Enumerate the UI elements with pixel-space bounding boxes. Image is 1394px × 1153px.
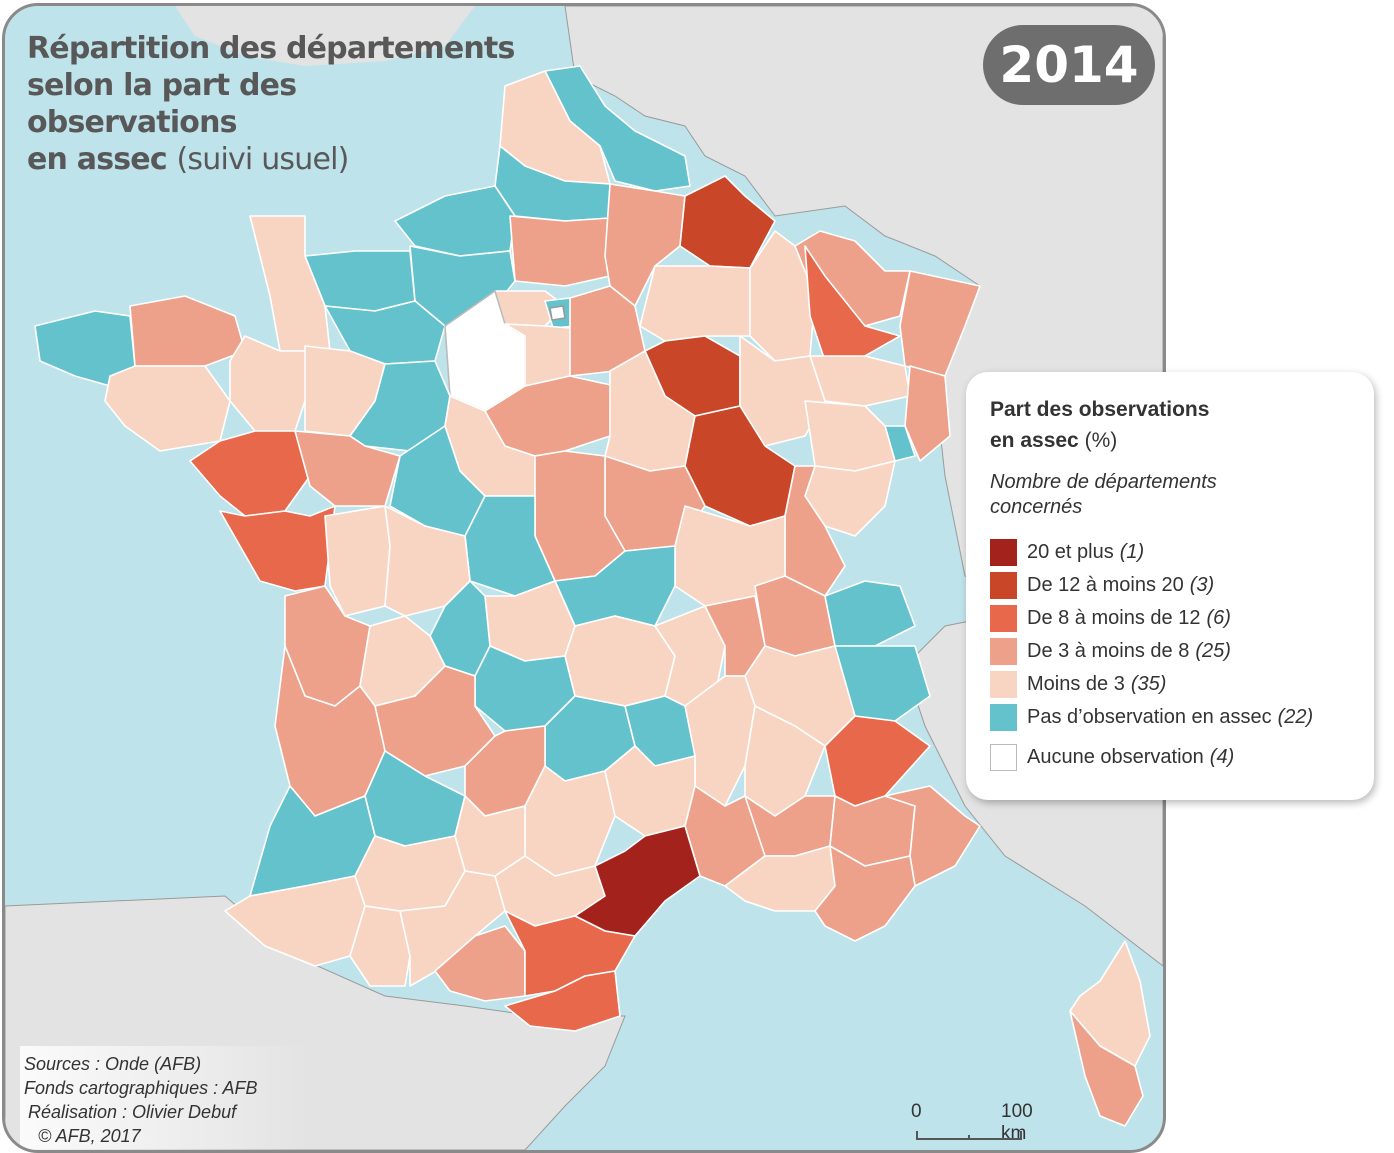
legend-title-unit: (%) xyxy=(1084,429,1118,452)
title-bold-part: en assec xyxy=(27,142,168,177)
scale-bar: 0 100 km xyxy=(905,1101,1035,1144)
department-haute-saone xyxy=(804,400,896,472)
legend-item-count: (22) xyxy=(1277,706,1314,728)
department-haute-savoie xyxy=(824,580,916,647)
legend-subtitle-line-2: concernés xyxy=(990,496,1083,518)
department-alpes-maritimes xyxy=(884,785,981,887)
map-title: Répartition des départements selon la pa… xyxy=(27,30,587,178)
legend-item-label: De 3 à moins de 8 xyxy=(1027,640,1190,662)
legend-swatch xyxy=(990,572,1017,599)
legend-items: 20 et plus (1) De 12 à moins 20 (3) De 8… xyxy=(990,536,1350,774)
department-pyrenees-orientales xyxy=(504,970,621,1032)
sources-line-2: Fonds cartographiques : AFB xyxy=(24,1078,258,1098)
department-seine-maritime xyxy=(394,185,516,257)
legend-title-bold: en assec xyxy=(990,429,1079,452)
legend-swatch xyxy=(990,744,1017,771)
department-paris-white xyxy=(549,305,566,321)
legend-title-line-2: en assec (%) xyxy=(990,425,1350,456)
department-morbihan xyxy=(104,365,231,452)
department-manche xyxy=(249,215,331,352)
legend-swatch xyxy=(990,605,1017,632)
legend-item-count: (25) xyxy=(1195,640,1231,662)
uk-landmass xyxy=(175,6,475,66)
legend-swatch xyxy=(990,704,1017,731)
legend-item-label: De 12 à moins 20 xyxy=(1027,574,1184,596)
legend-item: De 12 à moins 20 (3) xyxy=(990,569,1350,602)
legend-panel: Part des observations en assec (%) Nombr… xyxy=(966,372,1374,800)
legend-item-label: Pas d’observation en assec xyxy=(1027,706,1272,728)
title-line-2: selon la part des xyxy=(27,68,297,103)
scale-line xyxy=(916,1131,1022,1140)
department-aveyron xyxy=(524,765,616,877)
legend-item: De 8 à moins de 12 (6) xyxy=(990,602,1350,635)
department-marne xyxy=(639,265,751,342)
department-corse-du-sud xyxy=(1069,1010,1144,1127)
legend-item-count: (3) xyxy=(1189,574,1215,596)
department-indre xyxy=(464,495,556,597)
sources-line-1: Sources : Onde (AFB) xyxy=(24,1054,202,1074)
legend-item-label: De 8 à moins de 12 xyxy=(1027,607,1201,629)
department-meurthe-moselle xyxy=(804,245,901,362)
department-vendee xyxy=(219,505,336,592)
legend-swatch xyxy=(990,638,1017,665)
legend-item-count: (4) xyxy=(1209,746,1235,768)
legend-item-count: (1) xyxy=(1119,541,1145,563)
year-badge: 2014 xyxy=(983,25,1155,105)
legend-subtitle: Nombre de départements concernés xyxy=(990,470,1350,520)
department-cotes-darmor xyxy=(129,295,246,367)
department-var xyxy=(814,845,916,942)
title-line-3: observations xyxy=(27,105,238,140)
department-ardennes xyxy=(679,175,776,269)
sources-line-3: Réalisation : Olivier Debuf xyxy=(28,1102,237,1122)
legend-swatch xyxy=(990,671,1017,698)
legend-title-line-1: Part des observations xyxy=(990,398,1210,421)
department-maine-et-loire xyxy=(294,430,401,507)
departments-layer xyxy=(34,65,1151,1127)
department-haut-rhin xyxy=(904,365,951,462)
legend-item: Pas d’observation en assec (22) xyxy=(990,701,1350,734)
department-oise xyxy=(509,215,611,287)
legend-item-count: (6) xyxy=(1206,607,1231,629)
legend-swatch xyxy=(990,539,1017,566)
sources-line-4: © AFB, 2017 xyxy=(38,1126,141,1146)
legend-item-count: (35) xyxy=(1130,673,1167,695)
legend-item: Aucune observation (4) xyxy=(990,741,1350,774)
legend-item-label: Moins de 3 xyxy=(1027,673,1125,695)
scale-label-zero: 0 xyxy=(911,1101,922,1122)
legend-item: De 3 à moins de 8 (25) xyxy=(990,635,1350,668)
title-light-part: (suivi usuel) xyxy=(176,142,350,177)
legend-title: Part des observations en assec (%) xyxy=(990,394,1350,456)
legend-item-label: Aucune observation xyxy=(1027,746,1204,768)
title-line-1: Répartition des départements xyxy=(27,31,515,66)
sources-block: Sources : Onde (AFB) Fonds cartographiqu… xyxy=(20,1046,310,1150)
legend-subtitle-line-1: Nombre de départements xyxy=(990,471,1217,493)
legend-item-label: 20 et plus xyxy=(1027,541,1114,563)
map-frame: Répartition des départements selon la pa… xyxy=(2,3,1166,1153)
legend-item: Moins de 3 (35) xyxy=(990,668,1350,701)
choropleth-map xyxy=(5,6,1163,1150)
title-line-4: en assec (suivi usuel) xyxy=(27,141,587,178)
legend-item: 20 et plus (1) xyxy=(990,536,1350,569)
department-haute-garonne xyxy=(399,870,506,987)
